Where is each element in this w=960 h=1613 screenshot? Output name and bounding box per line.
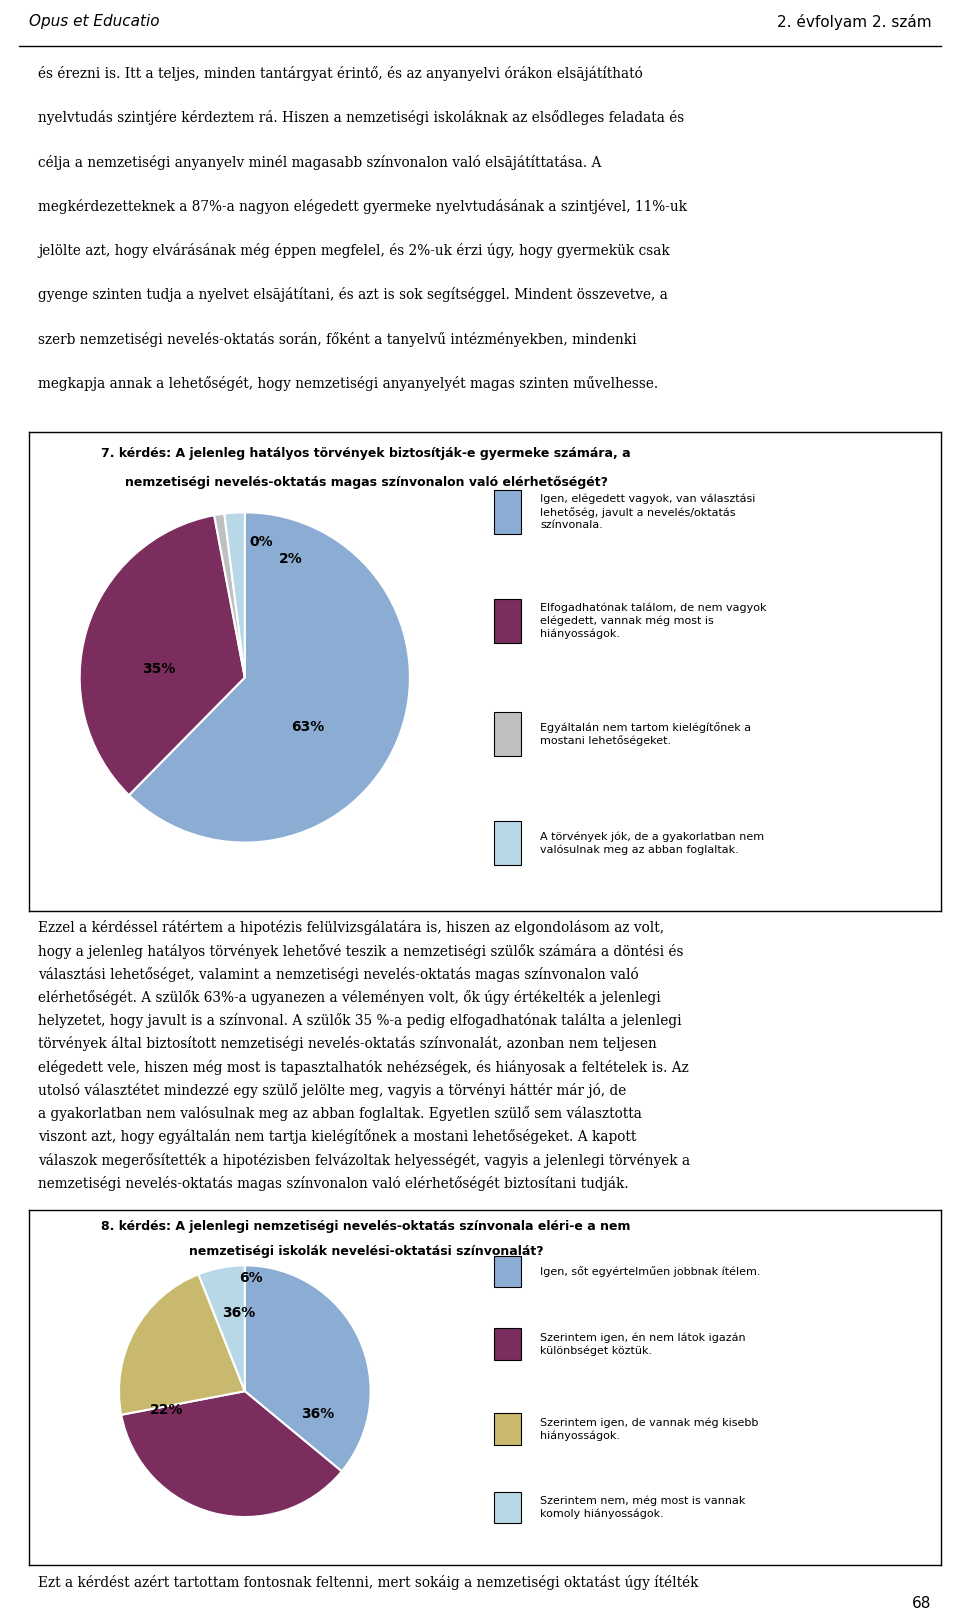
Text: törvények által biztosított nemzetiségi nevelés-oktatás színvonalát, azonban nem: törvények által biztosított nemzetiségi … (38, 1037, 658, 1052)
Bar (493, 821, 521, 865)
Wedge shape (80, 515, 245, 795)
Text: Ezzel a kérdéssel rátértem a hipotézis felülvizsgálatára is, hiszen az elgondolá: Ezzel a kérdéssel rátértem a hipotézis f… (38, 921, 664, 936)
Wedge shape (199, 1265, 245, 1390)
Text: elégedett vele, hiszen még most is tapasztalhatók nehézségek, és hiányosak a fel: elégedett vele, hiszen még most is tapas… (38, 1060, 689, 1074)
Text: választási lehetőséget, valamint a nemzetiségi nevelés-oktatás magas színvonalon: választási lehetőséget, valamint a nemze… (38, 966, 639, 982)
Text: 22%: 22% (150, 1403, 183, 1418)
Text: 0%: 0% (250, 536, 274, 548)
Text: 36%: 36% (222, 1307, 255, 1319)
Bar (493, 713, 521, 756)
Text: Szerintem igen, én nem látok igazán
különbséget köztük.: Szerintem igen, én nem látok igazán külö… (540, 1332, 746, 1357)
Text: 8. kérdés: A jelenlegi nemzetiségi nevelés-oktatás színvonala eléri-e a nem: 8. kérdés: A jelenlegi nemzetiségi nevel… (102, 1221, 631, 1234)
Text: jelölte azt, hogy elvárásának még éppen megfelel, és 2%-uk érzi úgy, hogy gyerme: jelölte azt, hogy elvárásának még éppen … (38, 244, 670, 258)
Text: 36%: 36% (301, 1407, 334, 1421)
Text: 7. kérdés: A jelenleg hatályos törvények biztosítják-e gyermeke számára, a: 7. kérdés: A jelenleg hatályos törvények… (102, 447, 631, 460)
Text: utolsó választétet mindezzé egy szülő jelölte meg, vagyis a törvényi háttér már : utolsó választétet mindezzé egy szülő je… (38, 1082, 627, 1098)
Bar (493, 1492, 521, 1523)
Text: gyenge szinten tudja a nyelvet elsājátítani, és azt is sok segítséggel. Mindent : gyenge szinten tudja a nyelvet elsājátít… (38, 287, 668, 302)
Text: válaszok megerősítették a hipotézisben felvázoltak helyességét, vagyis a jelenle: válaszok megerősítették a hipotézisben f… (38, 1153, 690, 1168)
Text: Szerintem igen, de vannak még kisebb
hiányosságok.: Szerintem igen, de vannak még kisebb hiá… (540, 1418, 758, 1440)
Text: A törvények jók, de a gyakorlatban nem
valósulnak meg az abban foglaltak.: A törvények jók, de a gyakorlatban nem v… (540, 831, 764, 855)
Text: a gyakorlatban nem valósulnak meg az abban foglaltak. Egyetlen szülő sem választ: a gyakorlatban nem valósulnak meg az abb… (38, 1107, 642, 1121)
Text: elérhetőségét. A szülők 63%-a ugyanezen a véleményen volt, ők úgy értékelték a j: elérhetőségét. A szülők 63%-a ugyanezen … (38, 990, 661, 1005)
Text: és érezni is. Itt a teljes, minden tantárgyat érintő, és az anyanyelvi órákon el: és érezni is. Itt a teljes, minden tantá… (38, 66, 643, 81)
Text: Egyáltalán nem tartom kielégítőnek a
mostani lehetőségeket.: Egyáltalán nem tartom kielégítőnek a mos… (540, 721, 752, 747)
Wedge shape (119, 1274, 245, 1415)
Text: célja a nemzetiségi anyanyelv minél magasabb színvonalon való elsājátíttatása. A: célja a nemzetiségi anyanyelv minél maga… (38, 155, 602, 169)
Text: Szerintem nem, még most is vannak
komoly hiányosságok.: Szerintem nem, még most is vannak komoly… (540, 1495, 746, 1519)
Text: Elfogadhatónak találom, de nem vagyok
elégedett, vannak még most is
hiányosságok: Elfogadhatónak találom, de nem vagyok el… (540, 603, 767, 639)
Text: nemzetiségi nevelés-oktatás magas színvonalon való elérhetőségét?: nemzetiségi nevelés-oktatás magas színvo… (125, 476, 608, 489)
Bar (493, 1257, 521, 1287)
Wedge shape (245, 1265, 371, 1471)
Text: nyelvtudás szintjére kérdeztem rá. Hiszen a nemzetiségi iskoláknak az elsődleges: nyelvtudás szintjére kérdeztem rá. Hisze… (38, 110, 684, 126)
Wedge shape (214, 513, 245, 677)
Text: Ezt a kérdést azért tartottam fontosnak feltenni, mert sokáig a nemzetiségi okta: Ezt a kérdést azért tartottam fontosnak … (38, 1574, 699, 1590)
Text: Igen, elégedett vagyok, van választási
lehetőség, javult a nevelés/oktatás
színv: Igen, elégedett vagyok, van választási l… (540, 494, 756, 531)
Bar (493, 490, 521, 534)
Text: helyzetet, hogy javult is a színvonal. A szülők 35 %-a pedig elfogadhatónak talá: helyzetet, hogy javult is a színvonal. A… (38, 1013, 682, 1027)
Bar (493, 1329, 521, 1360)
Text: 2. évfolyam 2. szám: 2. évfolyam 2. szám (777, 15, 931, 29)
Text: hogy a jelenleg hatályos törvények lehetővé teszik a nemzetiségi szülők számára : hogy a jelenleg hatályos törvények lehet… (38, 944, 684, 958)
Text: 35%: 35% (142, 663, 176, 676)
Text: 63%: 63% (291, 719, 324, 734)
Bar (493, 1413, 521, 1445)
Wedge shape (121, 1390, 342, 1516)
Wedge shape (129, 513, 410, 842)
Text: 6%: 6% (239, 1271, 263, 1286)
Bar (493, 598, 521, 642)
Wedge shape (225, 513, 245, 677)
Text: viszont azt, hogy egyáltalán nem tartja kielégítőnek a mostani lehetőségeket. A : viszont azt, hogy egyáltalán nem tartja … (38, 1129, 636, 1144)
Text: Igen, sőt egyértelműen jobbnak ítélem.: Igen, sőt egyértelműen jobbnak ítélem. (540, 1266, 760, 1277)
Text: nemzetiségi nevelés-oktatás magas színvonalon való elérhetőségét biztosítani tud: nemzetiségi nevelés-oktatás magas színvo… (38, 1176, 629, 1190)
Text: 2%: 2% (279, 552, 303, 566)
Text: szerb nemzetiségi nevelés-oktatás során, főként a tanyelvű intézményekben, minde: szerb nemzetiségi nevelés-oktatás során,… (38, 332, 637, 347)
Text: 68: 68 (912, 1595, 931, 1611)
Text: nemzetiségi iskolák nevelési-oktatási színvonalát?: nemzetiségi iskolák nevelési-oktatási sz… (189, 1245, 543, 1258)
Text: Opus et Educatio: Opus et Educatio (29, 15, 159, 29)
Text: megkérdezetteknek a 87%-a nagyon elégedett gyermeke nyelvtudásának a szintjével,: megkérdezetteknek a 87%-a nagyon elégede… (38, 198, 687, 215)
Text: megkapja annak a lehetőségét, hogy nemzetiségi anyanyelyét magas szinten művelhe: megkapja annak a lehetőségét, hogy nemze… (38, 376, 659, 390)
